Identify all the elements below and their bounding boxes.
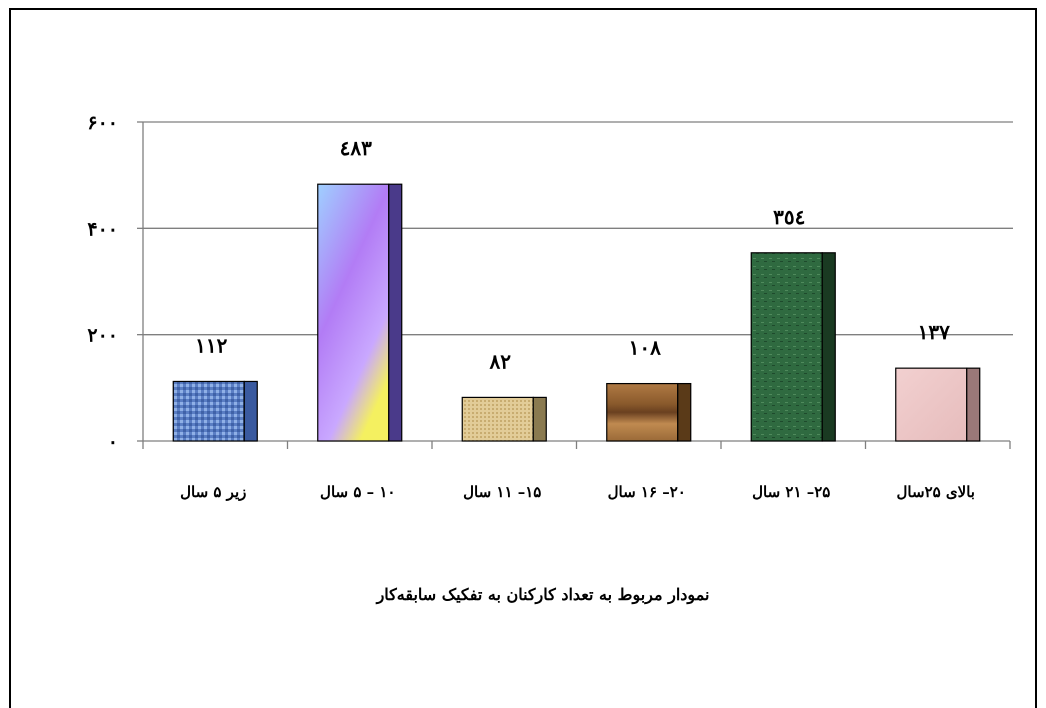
bar-chart: ۰ ۲۰۰ ۴۰۰ ۶۰۰ ۱۱۲ زیر ۵ سال ٤۸۳ ۱۰ – ۵ سال ۸۲ ۱۵–… — [87, 112, 1013, 605]
bars — [172, 183, 981, 442]
chart-frame — [9, 8, 1037, 708]
gridlines — [143, 121, 1013, 336]
bar-side — [966, 367, 981, 442]
bar — [750, 252, 823, 442]
bar-side — [243, 380, 258, 442]
data-label: ۳٥٤ — [773, 205, 805, 229]
axes — [137, 121, 1011, 449]
category-label: ۱۵– ۱۱ سال — [463, 483, 541, 501]
data-label: ۱۰۸ — [629, 336, 661, 360]
chart-caption: نمودار مربوط به تعداد کارکنان به تفکیک س… — [376, 585, 710, 605]
bar-side — [388, 183, 403, 442]
y-tick-label: ۰ — [108, 431, 118, 453]
bar — [317, 183, 390, 442]
data-label: ۱۳۷ — [918, 320, 950, 344]
data-label: ٤۸۳ — [340, 136, 372, 160]
bar — [461, 396, 534, 442]
category-label: بالای ۲۵سال — [897, 483, 975, 501]
bar — [606, 382, 679, 442]
y-tick-label: ۲۰۰ — [87, 325, 118, 347]
data-label: ۸۲ — [489, 349, 512, 373]
bar — [895, 367, 968, 442]
bar — [172, 380, 245, 442]
category-label: زیر ۵ سال — [180, 483, 246, 501]
bar-side — [677, 382, 692, 442]
data-label: ۱۱۲ — [195, 333, 227, 357]
y-tick-label: ۴۰۰ — [87, 218, 118, 240]
category-label: ۲۵– ۲۱ سال — [752, 483, 830, 501]
labels: ۰ ۲۰۰ ۴۰۰ ۶۰۰ ۱۱۲ زیر ۵ سال ٤۸۳ ۱۰ – ۵ سال ۸۲ ۱۵–… — [87, 112, 975, 605]
bar-side — [821, 252, 836, 442]
y-tick-label: ۶۰۰ — [87, 112, 118, 134]
category-label: ۱۰ – ۵ سال — [320, 483, 395, 501]
bar-side — [532, 396, 547, 442]
category-label: ۲۰– ۱۶ سال — [608, 483, 686, 501]
